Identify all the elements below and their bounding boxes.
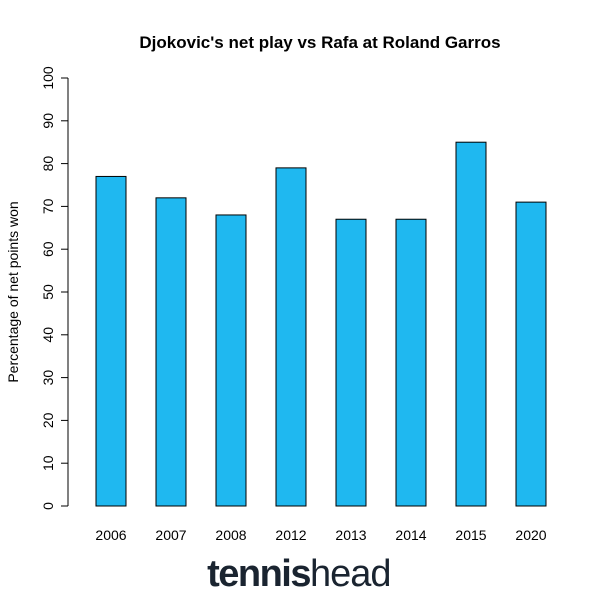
- x-tick-label: 2007: [155, 527, 186, 543]
- y-tick-label: 10: [40, 455, 56, 471]
- bar: [335, 218, 367, 507]
- x-tick-label: 2015: [455, 527, 486, 543]
- chart-title: Djokovic's net play vs Rafa at Roland Ga…: [139, 33, 500, 52]
- bar: [395, 218, 427, 507]
- logo-bold: tennis: [207, 553, 310, 595]
- bar: [275, 167, 307, 507]
- y-tick-label: 90: [40, 113, 56, 129]
- x-tick-label: 2012: [275, 527, 306, 543]
- y-tick-label: 30: [40, 370, 56, 386]
- x-tick-label: 2020: [515, 527, 546, 543]
- bar: [95, 175, 127, 507]
- y-tick-label: 70: [40, 198, 56, 214]
- y-tick-label: 0: [40, 502, 56, 510]
- x-tick-label: 2006: [95, 527, 126, 543]
- bar: [515, 201, 547, 507]
- y-axis-label: Percentage of net points won: [5, 201, 21, 382]
- x-tick-label: 2014: [395, 527, 426, 543]
- bar: [215, 214, 247, 507]
- y-tick-label: 100: [40, 66, 56, 90]
- y-tick-label: 20: [40, 412, 56, 428]
- bar: [155, 197, 187, 507]
- bar: [455, 141, 487, 507]
- y-tick-label: 80: [40, 156, 56, 172]
- y-tick-label: 60: [40, 241, 56, 257]
- y-tick-label: 40: [40, 327, 56, 343]
- logo-light: head: [310, 553, 391, 595]
- y-tick-label: 50: [40, 284, 56, 300]
- x-tick-label: 2008: [215, 527, 246, 543]
- x-tick-label: 2013: [335, 527, 366, 543]
